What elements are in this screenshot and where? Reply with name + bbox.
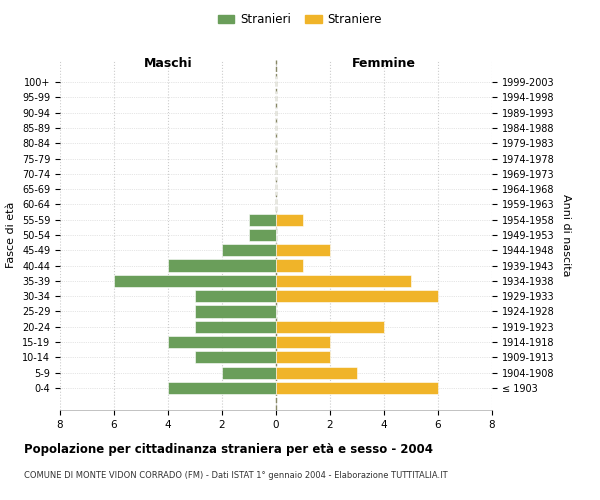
Bar xyxy=(195,352,276,364)
Bar xyxy=(195,320,276,333)
Bar xyxy=(222,366,276,379)
Y-axis label: Anni di nascita: Anni di nascita xyxy=(561,194,571,276)
Bar xyxy=(168,260,276,272)
Bar xyxy=(195,306,276,318)
Bar xyxy=(222,244,276,256)
Bar xyxy=(276,260,303,272)
Y-axis label: Fasce di età: Fasce di età xyxy=(7,202,16,268)
Bar xyxy=(276,214,303,226)
Bar xyxy=(168,336,276,348)
Text: Femmine: Femmine xyxy=(352,57,416,70)
Bar xyxy=(249,229,276,241)
Bar xyxy=(114,275,276,287)
Text: COMUNE DI MONTE VIDON CORRADO (FM) - Dati ISTAT 1° gennaio 2004 - Elaborazione T: COMUNE DI MONTE VIDON CORRADO (FM) - Dat… xyxy=(24,471,448,480)
Bar xyxy=(249,214,276,226)
Bar xyxy=(276,244,330,256)
Text: Maschi: Maschi xyxy=(143,57,193,70)
Bar xyxy=(195,290,276,302)
Bar xyxy=(276,320,384,333)
Bar xyxy=(276,366,357,379)
Bar xyxy=(276,352,330,364)
Text: Popolazione per cittadinanza straniera per età e sesso - 2004: Popolazione per cittadinanza straniera p… xyxy=(24,442,433,456)
Bar xyxy=(168,382,276,394)
Legend: Stranieri, Straniere: Stranieri, Straniere xyxy=(213,8,387,31)
Bar xyxy=(276,382,438,394)
Bar xyxy=(276,290,438,302)
Bar xyxy=(276,336,330,348)
Bar xyxy=(276,275,411,287)
